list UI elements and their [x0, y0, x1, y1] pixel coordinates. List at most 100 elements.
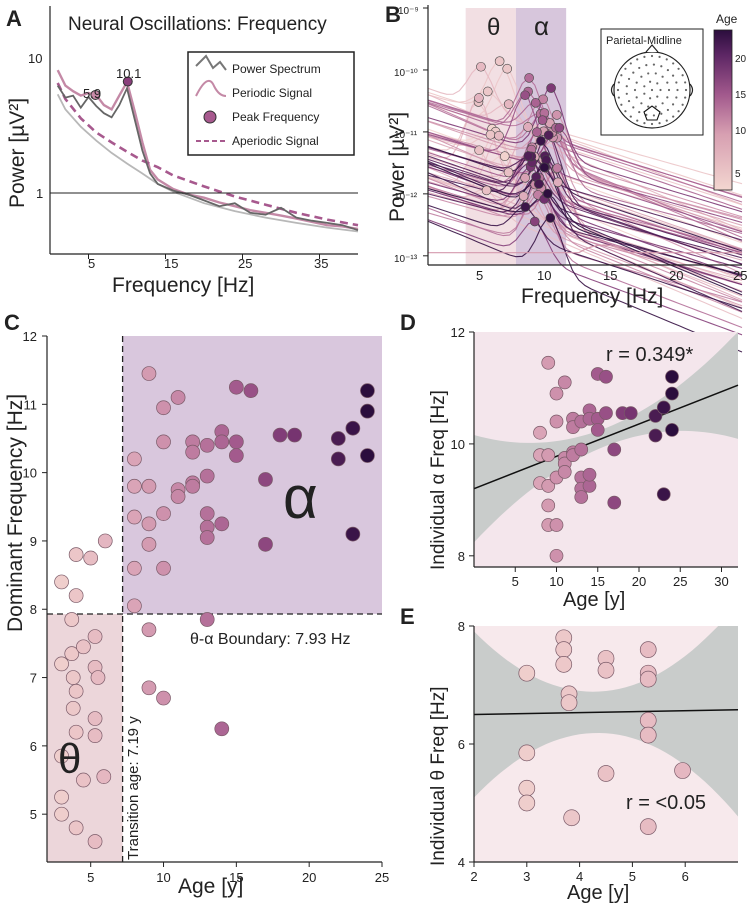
spectrum-peak-point: [524, 73, 534, 83]
spectrum-peak-point: [494, 130, 504, 141]
scatter-point: [156, 560, 171, 576]
scatter-point: [549, 386, 564, 401]
scatter-point: [83, 550, 99, 566]
electrode: [632, 106, 635, 109]
panel-e-stat: r = <0.05: [626, 792, 706, 814]
panel-d-plot: 8 10 12 5 10 15 20 25 30: [451, 325, 739, 589]
scatter-point: [258, 537, 273, 552]
colorbar-tick: 5: [735, 169, 741, 180]
scatter-point: [228, 379, 244, 395]
y-tick-label: 8: [458, 549, 465, 564]
panel-b-alpha-symbol: α: [534, 11, 549, 41]
scatter-point: [518, 744, 536, 762]
scatter-point: [228, 434, 244, 450]
electrode: [649, 97, 652, 100]
peak-point: [122, 76, 133, 87]
panel-a-title: Neural Oscillations: Frequency: [68, 14, 327, 35]
nose: [645, 44, 659, 53]
spectrum-peak-point: [494, 56, 505, 66]
legend-label: Peak Frequency: [232, 110, 319, 124]
scatter-point: [599, 369, 613, 384]
x-tick-label: 10: [549, 574, 563, 589]
peak-label-theta: 5.9: [83, 86, 101, 101]
panel-b-xtick: 15: [603, 268, 617, 283]
scatter-point: [64, 646, 80, 661]
scatter-point: [199, 612, 215, 627]
panel-b-ytick: 10⁻¹³: [394, 254, 418, 265]
scatter-point: [127, 560, 142, 576]
electrode: [684, 96, 687, 99]
y-tick-label: 5: [30, 807, 37, 822]
panel-b-letter: B: [385, 2, 401, 27]
panel-b-plot: [423, 7, 743, 353]
panel-d-letter: D: [400, 310, 416, 335]
electrode: [667, 88, 671, 92]
electrode: [675, 81, 678, 84]
scatter-point: [574, 442, 589, 457]
scatter-point: [674, 762, 691, 779]
spectrum-line: [427, 134, 743, 265]
series-line-power-spectrum: [56, 85, 359, 232]
panel-e-ylabel: Individual θ Freq [Hz]: [428, 686, 449, 866]
electrode: [654, 105, 657, 108]
electrode: [647, 72, 650, 75]
scatter-point: [54, 806, 69, 822]
electrode: [633, 88, 637, 92]
colorbar-tick: 10: [735, 126, 747, 137]
scatter-point: [330, 451, 346, 467]
scatter-point: [141, 537, 157, 552]
scatter-point: [287, 427, 302, 443]
spectrum-peak-point: [520, 90, 530, 101]
electrode: [660, 112, 663, 115]
spectrum-peak-point: [534, 179, 544, 189]
spectrum-peak-point: [554, 123, 565, 133]
x-tick-label: 4: [576, 869, 583, 884]
scatter-point: [360, 403, 375, 419]
spectrum-line: [427, 204, 743, 309]
scatter-point: [214, 434, 230, 450]
scatter-point: [199, 530, 215, 545]
legend-box: [187, 51, 355, 156]
electrode: [617, 81, 620, 84]
spectrum-line: [427, 156, 743, 256]
scatter-point: [141, 366, 157, 381]
electrode: [616, 88, 620, 92]
x-tick-label: 3: [523, 869, 530, 884]
scatter-point: [87, 711, 103, 726]
scatter-point: [555, 655, 573, 673]
x-tick-label: 30: [714, 574, 728, 589]
y-tick-label: 10: [23, 466, 37, 481]
scatter-point: [533, 425, 547, 440]
legend-swatch-power: [195, 54, 227, 71]
legend-swatch-peak: [203, 110, 217, 124]
spectrum-peak-point: [552, 163, 563, 173]
x-tick-label: 20: [302, 870, 316, 885]
y-tick-label: 7: [30, 671, 37, 686]
scatter-point: [87, 834, 103, 849]
electrode: [624, 110, 627, 113]
scatter-point: [185, 444, 201, 460]
spectrum-peak-point: [523, 122, 533, 132]
electrode: [652, 63, 656, 66]
scatter-point: [54, 656, 69, 672]
scatter-point: [639, 641, 657, 658]
spectrum-line: [427, 160, 743, 293]
spectrum-line: [427, 69, 743, 206]
electrode: [627, 77, 631, 81]
scatter-point: [272, 427, 288, 443]
y-tick-label: 11: [24, 397, 38, 412]
spectrum-peak-point: [536, 136, 546, 146]
electrode: [629, 115, 632, 118]
electrode: [643, 92, 646, 95]
scalp-inset: Parietal-Midline: [600, 28, 704, 136]
spectrum-peak-point: [523, 151, 534, 161]
scatter-point: [141, 622, 157, 638]
electrode: [617, 96, 620, 99]
scatter-point: [345, 420, 361, 436]
spectrum-peak-point: [481, 185, 492, 196]
spectrum-peak-point: [503, 167, 514, 178]
electrode: [656, 95, 659, 98]
panel-e-plot: 4 6 8 2 3 4 5 6: [458, 619, 739, 884]
spectrum-peak-point: [539, 162, 550, 173]
electrode: [625, 92, 628, 95]
